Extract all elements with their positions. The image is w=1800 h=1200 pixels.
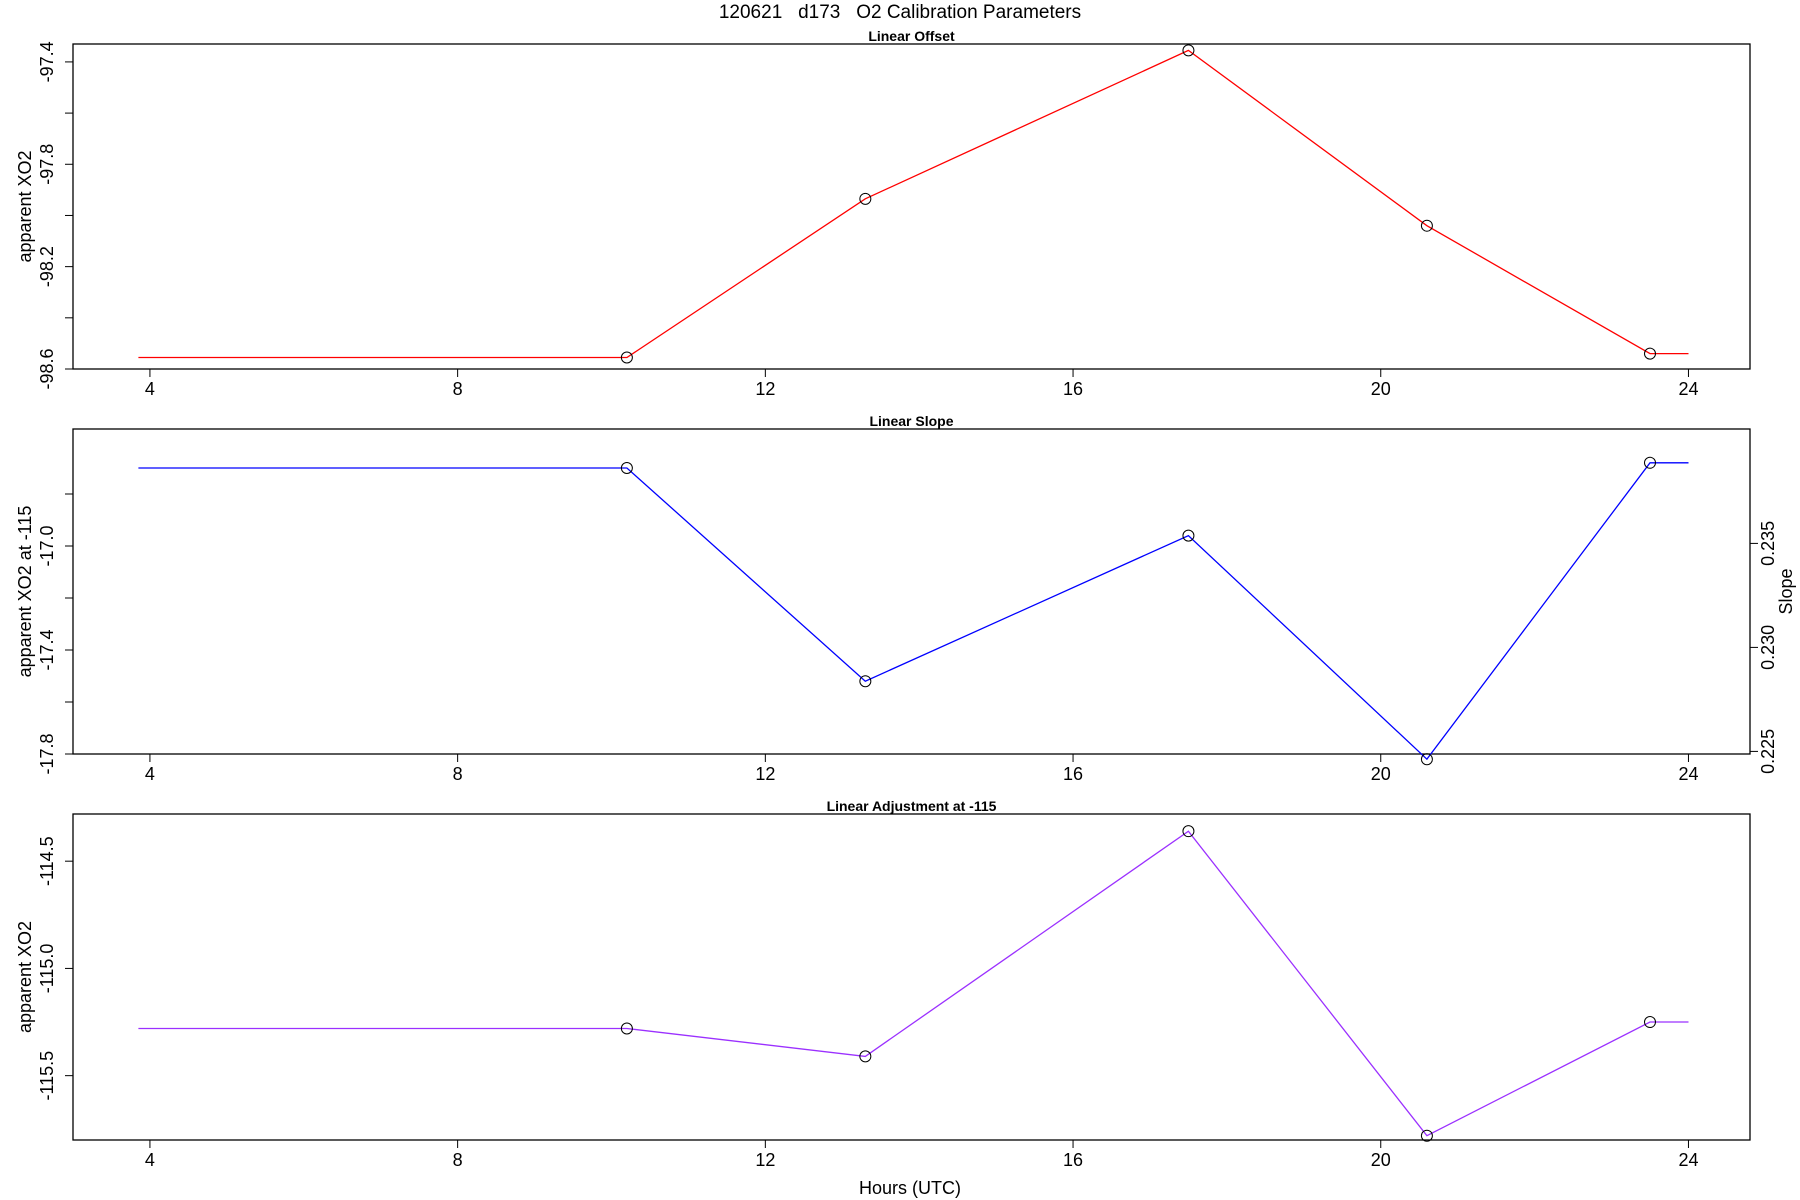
y-tick-label: -115.0	[37, 944, 57, 994]
series-line	[138, 49, 1689, 359]
data-point	[620, 351, 633, 364]
panel-title: Linear Adjustment at -115	[827, 798, 997, 814]
y-tick-label: -115.5	[37, 1051, 57, 1101]
series-line	[138, 462, 1689, 761]
x-tick-label: 4	[145, 764, 155, 784]
y2-tick-label: 0.225	[1758, 729, 1778, 774]
y-tick-label: -98.2	[37, 246, 57, 287]
y-axis-label: apparent XO2 at -115	[15, 506, 35, 678]
x-tick-label: 16	[1063, 1150, 1083, 1170]
y-tick-label: -17.4	[37, 629, 57, 670]
plot-frame	[72, 813, 1751, 1141]
x-tick-label: 24	[1678, 1150, 1698, 1170]
x-tick-label: 8	[453, 1150, 463, 1170]
data-point	[1643, 456, 1656, 469]
x-tick-label: 12	[755, 379, 775, 399]
panel-linear-offset: Linear Offset 4 8 12 16 20 24 -97.4 -97.8 -98.2 -9…	[15, 28, 1751, 399]
x-axis-label: Hours (UTC)	[859, 1178, 961, 1198]
data-point	[1643, 1016, 1656, 1029]
data-point	[1420, 753, 1433, 766]
x-tick-label: 20	[1371, 1150, 1391, 1170]
x-tick-label: 4	[145, 379, 155, 399]
x-tick-label: 24	[1678, 764, 1698, 784]
data-point	[1420, 1129, 1433, 1142]
x-tick-label: 4	[145, 1150, 155, 1170]
x-tick-label: 16	[1063, 764, 1083, 784]
y2-axis-label: Slope	[1776, 568, 1796, 614]
data-point	[1182, 529, 1195, 542]
data-point	[1643, 347, 1656, 360]
data-point	[859, 1050, 872, 1063]
series-line	[138, 830, 1689, 1137]
x-tick-label: 12	[755, 764, 775, 784]
data-point	[620, 1022, 633, 1035]
panel-title: Linear Offset	[868, 28, 955, 44]
data-point	[1182, 825, 1195, 838]
y-tick-label: -17.8	[37, 733, 57, 774]
y-tick-label: -97.4	[37, 41, 57, 82]
y-tick-label: -114.5	[37, 836, 57, 886]
y-tick-label: -17.0	[37, 525, 57, 566]
x-tick-label: 24	[1678, 379, 1698, 399]
figure-title: 120621 d173 O2 Calibration Parameters	[718, 2, 1082, 23]
x-tick-label: 16	[1063, 379, 1083, 399]
x-tick-label: 8	[453, 379, 463, 399]
data-point	[859, 192, 872, 205]
y-tick-label: -97.8	[37, 144, 57, 185]
data-point	[1182, 44, 1195, 57]
panel-title: Linear Slope	[869, 413, 953, 429]
x-tick-label: 8	[453, 764, 463, 784]
y-axis-label: apparent XO2	[15, 150, 35, 262]
y-axis-label: apparent XO2	[15, 921, 35, 1033]
data-point	[620, 462, 633, 474]
y-tick-label: -98.6	[37, 348, 57, 389]
x-tick-label: 20	[1371, 764, 1391, 784]
plot-frame	[72, 428, 1751, 755]
x-tick-label: 20	[1371, 379, 1391, 399]
panel-linear-adjustment: Linear Adjustment at -115 4 8 12 16 20 24 -114.…	[15, 798, 1751, 1170]
panel-linear-slope: Linear Slope 4 8 12 16 20 24 -17.0 -17.4 -17.8 app…	[15, 413, 1796, 784]
data-point	[859, 675, 872, 688]
y2-tick-label: 0.235	[1758, 521, 1778, 566]
plot-frame	[72, 43, 1751, 370]
data-point	[1420, 219, 1433, 232]
x-tick-label: 12	[755, 1150, 775, 1170]
y2-tick-label: 0.230	[1758, 625, 1778, 670]
